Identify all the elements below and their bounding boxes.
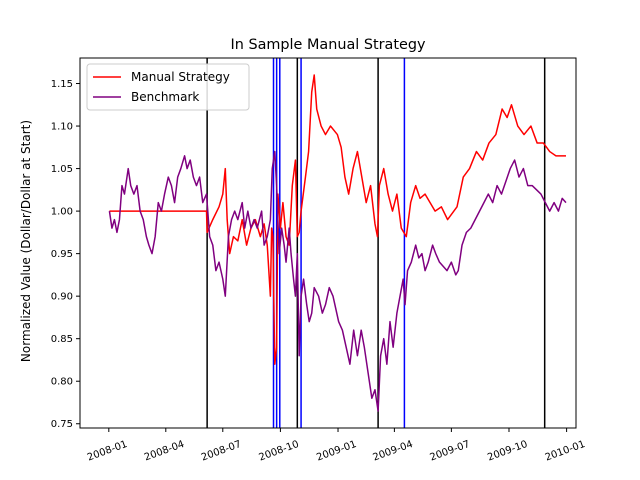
plot-frame (79, 57, 577, 429)
legend-label: Manual Strategy (131, 70, 230, 84)
chart-title: In Sample Manual Strategy (231, 37, 426, 53)
series-line-manual-strategy (109, 74, 566, 365)
plot-area (108, 58, 567, 428)
y-tick-label: 1.00 (51, 207, 73, 218)
y-axis: 0.75 0.80 0.85 0.90 0.95 1.00 1.05 1.10 1.15 (51, 79, 80, 430)
y-tick-label: 1.10 (51, 122, 73, 133)
legend-label: Benchmark (131, 90, 199, 104)
y-tick-label: 0.75 (51, 419, 73, 430)
y-tick-label: 0.90 (51, 292, 73, 303)
y-tick-label: 0.95 (51, 249, 73, 260)
y-tick-label: 0.85 (51, 334, 73, 345)
legend: Manual Strategy Benchmark (86, 63, 250, 111)
legend-box (86, 63, 250, 111)
y-tick-label: 1.15 (51, 79, 73, 90)
y-tick-label: 0.80 (51, 377, 73, 388)
y-axis-label: Normalized Value (Dollar/Dollar at Start… (19, 120, 33, 362)
y-tick-label: 1.05 (51, 164, 73, 175)
series-line-benchmark (108, 150, 567, 412)
